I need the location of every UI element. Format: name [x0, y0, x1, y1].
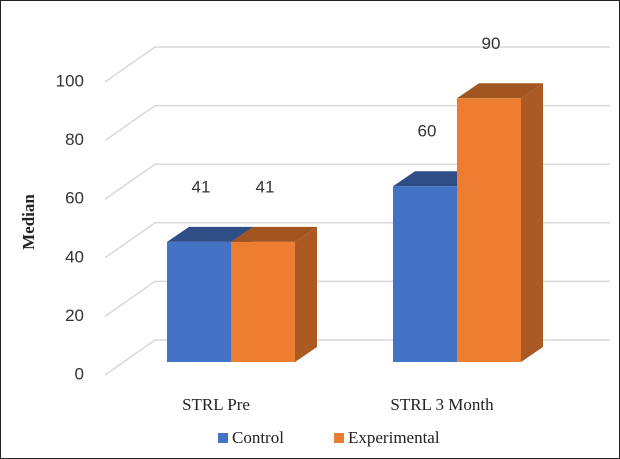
data-label: 41	[192, 177, 211, 196]
y-axis-label: Median	[19, 194, 38, 250]
data-label: 90	[482, 34, 501, 53]
y-tick-label: 100	[56, 71, 84, 90]
data-label: 60	[418, 122, 437, 141]
bar-top	[457, 83, 543, 99]
y-tick-label: 0	[75, 364, 84, 383]
legend-label: Control	[232, 428, 284, 447]
bar	[167, 241, 231, 362]
legend-swatch	[334, 433, 344, 443]
x-tick-label: STRL 3 Month	[390, 395, 494, 414]
grid-line	[104, 46, 610, 83]
y-tick-label: 80	[65, 130, 84, 149]
bar-side	[295, 226, 317, 362]
bar-top	[231, 226, 317, 242]
y-tick-label: 40	[65, 247, 84, 266]
bar	[457, 98, 521, 363]
y-tick-label: 60	[65, 189, 84, 208]
legend-label: Experimental	[348, 428, 440, 447]
y-tick-label: 20	[65, 306, 84, 325]
bar-top	[167, 226, 253, 242]
bar	[393, 186, 457, 362]
bar	[231, 241, 295, 362]
bar-side	[521, 83, 543, 363]
legend-swatch	[218, 433, 228, 443]
x-tick-label: STRL Pre	[182, 395, 250, 414]
data-label: 41	[256, 177, 275, 196]
